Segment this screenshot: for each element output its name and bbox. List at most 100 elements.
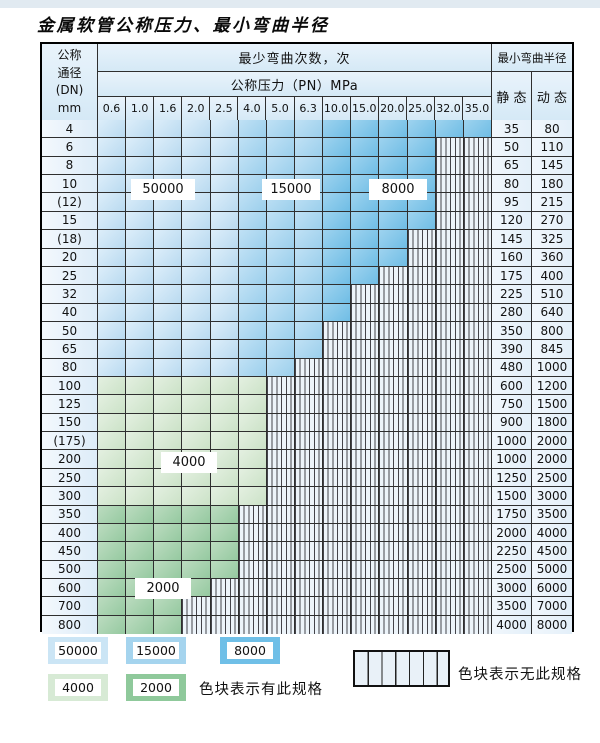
- cell-spec-b3: [323, 248, 352, 267]
- dynamic-radius-cell: 360: [531, 248, 572, 267]
- cell-spec-b2: [266, 321, 295, 341]
- cell-no-spec: [463, 597, 492, 616]
- cell-no-spec: [266, 523, 295, 543]
- static-radius-cell: 280: [491, 303, 532, 322]
- cell-no-spec: [379, 560, 408, 579]
- cell-spec-g1: [98, 413, 127, 433]
- cell-no-spec: [323, 560, 352, 579]
- cell-spec-g1: [98, 432, 127, 451]
- cell-no-spec: [435, 395, 464, 414]
- cell-no-spec: [351, 505, 380, 524]
- table-row: 40 280 640: [42, 303, 572, 322]
- cell-no-spec: [463, 542, 492, 561]
- dn-header-line: mm: [57, 100, 82, 115]
- cell-no-spec: [407, 413, 436, 433]
- dn-cell: 15: [42, 211, 98, 231]
- cell-spec-b1: [98, 175, 127, 194]
- pressure-col-header: 15.0: [350, 97, 379, 120]
- dn-cell: 10: [42, 175, 98, 194]
- cell-no-spec: [435, 523, 464, 543]
- cell-spec-b2: [294, 340, 324, 359]
- cell-no-spec: [435, 156, 464, 176]
- cell-no-spec: [407, 523, 436, 543]
- cell-no-spec: [463, 303, 492, 322]
- cell-no-spec: [294, 487, 324, 506]
- cell-no-spec: [379, 523, 408, 543]
- table-row: 125 750 1500: [42, 395, 572, 414]
- cell-spec-b2: [238, 138, 267, 157]
- cell-no-spec: [351, 450, 380, 469]
- cell-spec-b2: [266, 138, 295, 157]
- cell-spec-b2: [266, 340, 295, 359]
- cell-no-spec: [294, 578, 324, 598]
- cell-spec-b2: [294, 156, 324, 176]
- cell-spec-b1: [210, 285, 239, 304]
- cell-spec-b2: [238, 303, 267, 322]
- cell-spec-b1: [154, 120, 183, 139]
- dynamic-radius-cell: 4000: [531, 523, 572, 543]
- static-dynamic-header-row: 静 态 动 态: [492, 72, 572, 120]
- cycles-label-8000: 8000: [369, 179, 427, 200]
- static-radius-cell: 1000: [491, 432, 532, 451]
- cell-spec-g2: [98, 560, 127, 579]
- cell-no-spec: [435, 358, 464, 378]
- cell-no-spec: [463, 578, 492, 598]
- dynamic-radius-cell: 7000: [531, 597, 572, 616]
- cell-spec-b1: [154, 266, 183, 286]
- cell-spec-g1: [98, 468, 127, 488]
- dynamic-radius-cell: 145: [531, 156, 572, 176]
- cell-spec-g1: [154, 487, 183, 506]
- cell-spec-g1: [210, 395, 239, 414]
- cell-no-spec: [379, 450, 408, 469]
- dn-cell: 40: [42, 303, 98, 322]
- dn-cell: 32: [42, 285, 98, 304]
- cell-spec-b2: [238, 248, 267, 267]
- cell-spec-b2: [294, 285, 324, 304]
- cell-spec-b1: [182, 230, 211, 249]
- cell-no-spec: [266, 505, 295, 524]
- table-row: 20 160 360: [42, 248, 572, 267]
- cell-no-spec: [407, 505, 436, 524]
- static-radius-cell: 900: [491, 413, 532, 433]
- cell-spec-b1: [182, 321, 211, 341]
- cell-no-spec: [463, 358, 492, 378]
- dynamic-radius-cell: 400: [531, 266, 572, 286]
- cell-no-spec: [463, 321, 492, 341]
- static-radius-cell: 1750: [491, 505, 532, 524]
- cell-no-spec: [463, 230, 492, 249]
- dn-cell: 250: [42, 468, 98, 488]
- cell-spec-b1: [98, 230, 127, 249]
- cell-spec-b1: [98, 358, 127, 378]
- cell-no-spec: [463, 248, 492, 267]
- pressure-col-header: 32.0: [434, 97, 464, 120]
- cell-spec-b3: [379, 211, 408, 231]
- dn-cell: 400: [42, 523, 98, 543]
- cell-spec-g1: [126, 413, 155, 433]
- cell-no-spec: [351, 432, 380, 451]
- cell-no-spec: [323, 523, 352, 543]
- table-row: 500 2500 5000: [42, 560, 572, 579]
- cell-spec-b3: [463, 120, 492, 139]
- cell-spec-b1: [182, 266, 211, 286]
- legend-swatch-50000: 50000: [48, 637, 108, 664]
- cell-spec-b2: [238, 321, 267, 341]
- cell-no-spec: [210, 578, 239, 598]
- cell-spec-g2: [154, 560, 183, 579]
- spec-table: 公称 通径 (DN) mm 最少弯曲次数，次 公称压力（PN）MPa 0.6 1.0 1.…: [40, 42, 574, 635]
- cell-spec-b1: [98, 211, 127, 231]
- cell-spec-g1: [238, 450, 267, 469]
- cell-no-spec: [435, 377, 464, 396]
- pressure-col-header: 25.0: [406, 97, 435, 120]
- table-row: 100 600 1200: [42, 377, 572, 396]
- cell-no-spec: [463, 340, 492, 359]
- cell-no-spec: [294, 377, 324, 396]
- cell-no-spec: [435, 285, 464, 304]
- cell-spec-b1: [210, 138, 239, 157]
- cell-spec-b1: [154, 285, 183, 304]
- cell-spec-b2: [266, 248, 295, 267]
- cell-spec-g1: [154, 377, 183, 396]
- cell-spec-b3: [351, 138, 380, 157]
- cell-no-spec: [323, 578, 352, 598]
- cell-spec-b1: [126, 321, 155, 341]
- cell-no-spec: [435, 321, 464, 341]
